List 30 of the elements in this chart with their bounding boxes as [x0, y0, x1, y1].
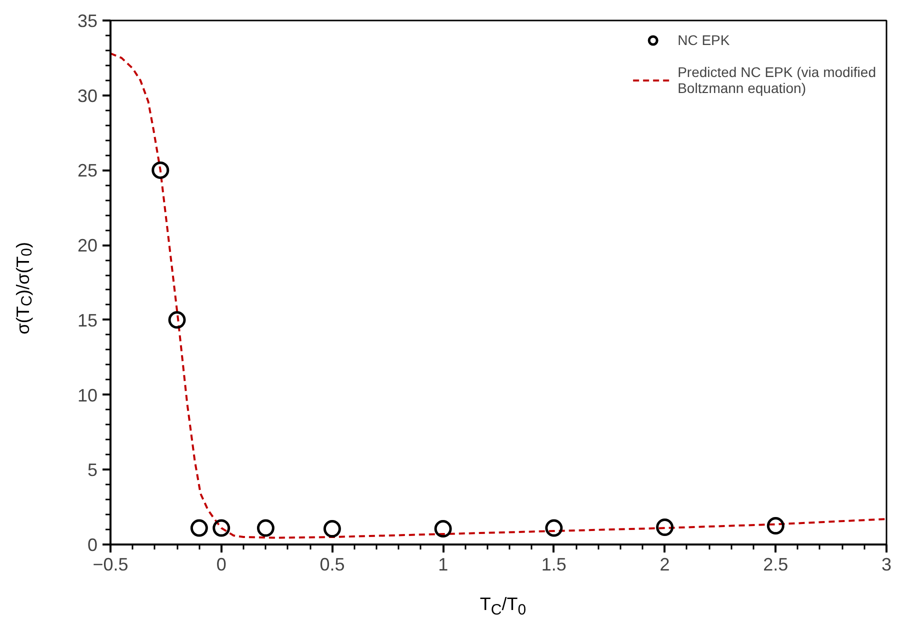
- point: [256, 519, 274, 537]
- y-tick-label: 5: [87, 460, 98, 480]
- point: [766, 517, 784, 535]
- point: [212, 519, 230, 537]
- x-tick-label: 2: [660, 554, 670, 574]
- point: [152, 161, 170, 179]
- x-tick-label: 1: [438, 554, 448, 574]
- x-tick-label: −0.5: [92, 554, 128, 574]
- y-tick-label: 10: [77, 385, 98, 406]
- point: [190, 519, 208, 537]
- y-tick-label: 15: [77, 310, 98, 330]
- point: [656, 518, 674, 536]
- x-tick-label: 0.5: [320, 554, 345, 574]
- x-tick-label: 0: [216, 554, 226, 574]
- point: [545, 519, 563, 537]
- y-tick-label: 20: [77, 236, 98, 256]
- legend-label: Predicted NC EPK (via modified Boltzmann equation): [678, 64, 876, 96]
- x-tick-label: 2.5: [763, 554, 788, 574]
- y-tick-label: 35: [77, 11, 98, 31]
- point: [434, 520, 452, 538]
- y-tick-label: 0: [87, 535, 98, 555]
- line-series: [110, 52, 886, 539]
- point: [168, 311, 186, 329]
- x-tick-label: 3: [881, 554, 892, 574]
- point: [323, 520, 341, 538]
- y-tick-label: 30: [77, 86, 98, 106]
- x-tick-label: 1.5: [541, 554, 566, 574]
- y-tick-label: 25: [77, 160, 98, 181]
- x-axis-title: T$_{C}$/T$_{0}$: [478, 593, 528, 621]
- legend-label: NC EPK: [678, 32, 730, 48]
